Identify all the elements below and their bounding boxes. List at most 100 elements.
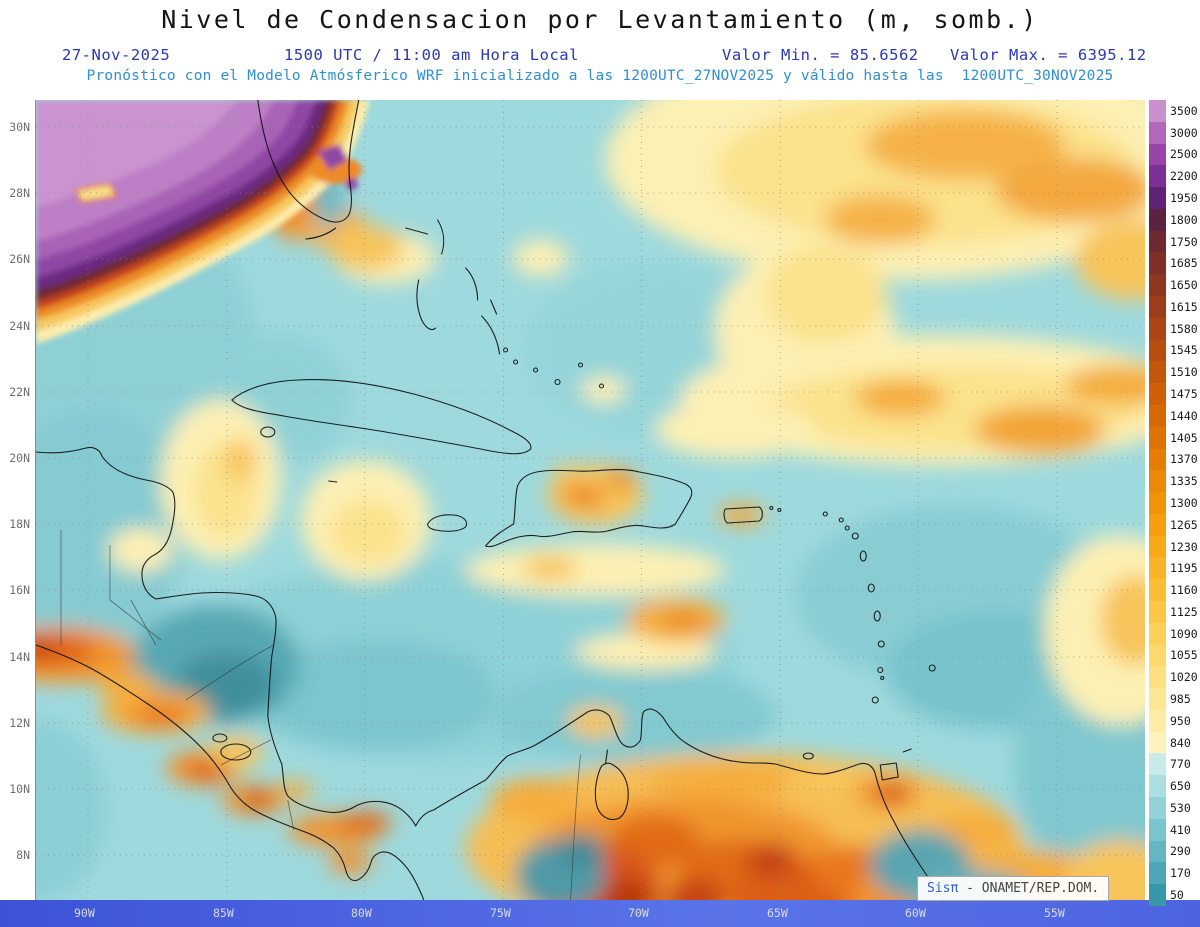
high-lcl-wedge [36, 100, 370, 344]
colorbar-value: 770 [1170, 757, 1191, 772]
colorbar-value: 840 [1170, 735, 1191, 750]
colorbar-segment: 170 [1149, 862, 1191, 885]
colorbar-segment: 290 [1149, 840, 1191, 863]
lon-label: 80W [351, 906, 372, 920]
colorbar-value: 3000 [1170, 125, 1198, 140]
colorbar-value: 1750 [1170, 234, 1198, 249]
colorbar-value: 1090 [1170, 626, 1198, 641]
lon-axis: 90W 85W 80W 75W 70W 65W 60W 55W [0, 900, 1200, 927]
colorbar-value: 1300 [1170, 495, 1198, 510]
lat-label: 18N [9, 517, 30, 531]
value-max-label: Valor Max. = 6395.12 [950, 46, 1147, 64]
colorbar-segment: 1020 [1149, 666, 1198, 689]
lon-label: 55W [1044, 906, 1065, 920]
colorbar-value: 1230 [1170, 539, 1198, 554]
colorbar-segment: 2200 [1149, 165, 1198, 188]
colorbar-segment: 1230 [1149, 535, 1198, 558]
colorbar-value: 1580 [1170, 321, 1198, 336]
colorbar-segment: 770 [1149, 753, 1191, 776]
colorbar-value: 1440 [1170, 408, 1198, 423]
colorbar: 3500 3000 2500 2200 1950 1800 1750 1685 1650 1615… [1149, 100, 1199, 906]
colorbar-segment: 1195 [1149, 557, 1198, 580]
colorbar-value: 410 [1170, 822, 1191, 837]
colorbar-segment: 530 [1149, 797, 1191, 819]
lat-label: 20N [9, 451, 30, 465]
colorbar-value: 1020 [1170, 670, 1198, 685]
colorbar-value: 1650 [1170, 278, 1198, 293]
valid-time: 1500 UTC / 11:00 am Hora Local [284, 46, 579, 64]
lat-label: 30N [9, 120, 30, 134]
lat-label: 10N [9, 782, 30, 796]
colorbar-value: 530 [1170, 800, 1191, 815]
lon-label: 70W [628, 906, 649, 920]
colorbar-segment: 1090 [1149, 622, 1198, 645]
colorbar-segment: 1125 [1149, 600, 1198, 623]
lon-label: 75W [490, 906, 511, 920]
colorbar-value: 170 [1170, 866, 1191, 881]
lcl-field-svg [36, 100, 1145, 900]
colorbar-segment: 1405 [1149, 426, 1198, 449]
colorbar-segment: 840 [1149, 731, 1191, 754]
colorbar-segment: 50 [1149, 884, 1184, 906]
colorbar-value: 50 [1170, 888, 1184, 903]
lat-label: 14N [9, 650, 30, 664]
coastlines [36, 100, 944, 900]
colorbar-segment: 2500 [1149, 143, 1198, 166]
colorbar-value: 1265 [1170, 517, 1198, 532]
page-title: Nivel de Condensacion por Levantamiento … [161, 5, 1039, 34]
colorbar-value: 290 [1170, 844, 1191, 859]
colorbar-segment: 1370 [1149, 448, 1198, 471]
lat-label: 24N [9, 319, 30, 333]
colorbar-segment: 1950 [1149, 187, 1198, 209]
lat-label: 26N [9, 252, 30, 266]
colorbar-value: 1125 [1170, 604, 1198, 619]
colorbar-segment: 3500 [1149, 100, 1198, 122]
attribution-brand: Sisπ [927, 881, 959, 896]
lon-label: 85W [213, 906, 234, 920]
colorbar-segment: 1545 [1149, 339, 1198, 362]
colorbar-segment: 985 [1149, 688, 1191, 710]
lcl-shaded-field [36, 100, 1145, 900]
colorbar-value: 1405 [1170, 430, 1198, 445]
colorbar-value: 1615 [1170, 299, 1198, 314]
colorbar-value: 1370 [1170, 452, 1198, 467]
colorbar-segment: 1300 [1149, 492, 1198, 514]
map-canvas [35, 100, 1145, 900]
lat-axis: 30N 28N 26N 24N 22N 20N 18N 16N 14N 12N 10N 8N [0, 100, 33, 900]
colorbar-segment: 1580 [1149, 317, 1198, 340]
colorbar-value: 1475 [1170, 387, 1198, 402]
colorbar-value: 1195 [1170, 561, 1198, 576]
lat-label: 12N [9, 716, 30, 730]
colorbar-segment: 1475 [1149, 383, 1198, 405]
valid-date: 27-Nov-2025 [62, 46, 171, 64]
colorbar-value: 1950 [1170, 191, 1198, 206]
attribution-box: Sisπ - ONAMET/REP.DOM. [917, 876, 1110, 901]
colorbar-value: 1160 [1170, 583, 1198, 598]
colorbar-segment: 1160 [1149, 579, 1198, 601]
lat-label: 16N [9, 583, 30, 597]
colorbar-segment: 1800 [1149, 208, 1198, 231]
colorbar-value: 1335 [1170, 474, 1198, 489]
colorbar-segment: 1750 [1149, 230, 1198, 253]
colorbar-value: 2200 [1170, 169, 1198, 184]
attribution-text: - ONAMET/REP.DOM. [966, 881, 1100, 896]
lon-label: 65W [767, 906, 788, 920]
colorbar-segment: 1265 [1149, 513, 1198, 536]
colorbar-segment: 950 [1149, 709, 1191, 732]
colorbar-value: 1545 [1170, 343, 1198, 358]
colorbar-value: 1800 [1170, 212, 1198, 227]
lon-label: 90W [74, 906, 95, 920]
colorbar-value: 985 [1170, 691, 1191, 706]
value-min-label: Valor Min. = 85.6562 [722, 46, 919, 64]
colorbar-segment: 410 [1149, 818, 1191, 841]
colorbar-value: 650 [1170, 779, 1191, 794]
forecast-line: Pronóstico con el Modelo Atmósferico WRF… [86, 68, 1114, 84]
country-borders [60, 530, 581, 900]
colorbar-segment: 3000 [1149, 121, 1198, 144]
colorbar-segment: 1055 [1149, 644, 1198, 667]
colorbar-segment: 650 [1149, 775, 1191, 797]
colorbar-value: 1685 [1170, 256, 1198, 271]
colorbar-segment: 1510 [1149, 361, 1198, 384]
colorbar-segment: 1685 [1149, 252, 1198, 275]
